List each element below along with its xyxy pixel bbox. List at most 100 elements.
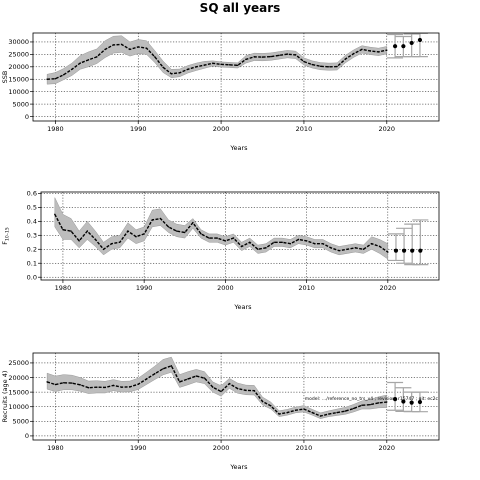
recruits-median-point-3	[71, 382, 73, 384]
f-median-point-8	[119, 241, 121, 243]
f-median-point-19	[208, 237, 210, 239]
f-xlabel: Years	[233, 303, 252, 311]
ssb-median-point-2	[62, 74, 65, 76]
ssb-ytick-label-1: 5000	[12, 100, 29, 108]
recruits-median-point-36	[344, 410, 347, 412]
ssb-median-point-0	[46, 78, 48, 80]
ssb-ytick-label-4: 20000	[8, 63, 29, 71]
f-median-point-2	[70, 230, 72, 232]
ssb-median-point-14	[162, 66, 164, 69]
f-median-point-11	[143, 233, 145, 235]
ssb-median-point-3	[71, 68, 73, 70]
f-ytick-label-2: 0.2	[27, 246, 37, 254]
f-median-point-36	[346, 248, 348, 250]
recruits-median-point-35	[336, 411, 338, 414]
recruits-median-point-13	[154, 373, 156, 375]
ssb-median-point-32	[311, 63, 313, 66]
recruits-median-point-21	[220, 390, 222, 393]
ssb-ytick-label-6: 30000	[8, 38, 29, 46]
recruits-xlabel: Years	[229, 463, 248, 471]
f-xtick-label-2: 2000	[217, 284, 234, 292]
recruits-median-line	[46, 364, 387, 417]
recruits-median-point-12	[145, 378, 148, 380]
recruits-panel: 1980 1990 2000 2010 2020 0 5000 10000 15000 20000…	[1, 352, 440, 471]
f-median-point-5	[94, 238, 97, 241]
f-projection-point-0	[393, 248, 399, 253]
ssb-median-point-36	[344, 58, 347, 60]
f-plot-area	[54, 197, 429, 266]
f-median-point-30	[297, 238, 300, 241]
ssb-median-point-1	[54, 78, 57, 80]
ssb-median-point-24	[245, 58, 247, 61]
f-median-point-13	[159, 217, 162, 220]
ssb-median-point-9	[120, 43, 123, 46]
f-median-point-0	[54, 213, 56, 216]
recruits-median-point-25	[253, 389, 255, 392]
ssb-median-point-25	[253, 56, 255, 58]
f-axes-frame	[40, 191, 440, 281]
ssb-median-point-11	[137, 46, 139, 48]
ssb-median-point-29	[286, 53, 289, 55]
f-median-point-27	[273, 241, 275, 243]
recruits-xtick-label-1: 1990	[130, 444, 147, 452]
ssb-projection-point-0	[392, 44, 398, 49]
recruits-median-point-40	[377, 402, 380, 404]
recruits-median-point-37	[352, 407, 355, 410]
ssb-median-point-40	[377, 51, 380, 53]
recruits-median-point-28	[278, 413, 280, 415]
ssb-ylabel: SSB	[1, 71, 9, 84]
ssb-median-point-17	[187, 68, 189, 70]
fishing-mortality-panel: 1980 1990 2000 2010 2020 0.0 0.1 0.2 0.3 0.4 0.5 0.…	[1, 190, 440, 311]
f-median-point-33	[322, 242, 324, 245]
ssb-ytick-label-3: 15000	[8, 76, 29, 84]
ssb-projection-point-2	[409, 40, 414, 46]
ssb-median-line	[47, 43, 387, 80]
recruits-xtick-label-3: 2010	[296, 444, 313, 452]
ssb-median-point-41	[386, 49, 388, 51]
f-ytick-label-1: 0.1	[27, 260, 37, 268]
f-median-point-23	[240, 245, 243, 248]
recruits-ytick-label-3: 15000	[8, 388, 29, 396]
f-median-point-31	[305, 240, 308, 242]
ssb-xtick-label-4: 2020	[379, 125, 396, 133]
recruits-median-point-19	[203, 377, 206, 379]
recruits-median-point-39	[369, 403, 371, 406]
f-median-point-1	[62, 229, 64, 231]
f-median-point-21	[224, 240, 227, 242]
f-xtick-label-1: 1990	[136, 284, 153, 292]
f-median-point-26	[265, 247, 267, 249]
f-median-point-12	[151, 219, 153, 221]
ssb-median-point-26	[261, 56, 264, 58]
recruits-median-point-10	[129, 386, 131, 388]
ssb-median-point-33	[319, 65, 322, 68]
ssb-median-point-19	[203, 64, 206, 66]
recruits-median-point-18	[195, 375, 197, 377]
recruits-median-point-17	[187, 378, 189, 380]
recruits-median-point-1	[54, 383, 57, 386]
ssb-xtick-label-3: 2010	[296, 125, 313, 133]
ssb-median-point-6	[96, 56, 98, 58]
recruits-median-point-14	[162, 368, 164, 370]
recruits-ytick-label-5: 25000	[8, 359, 29, 367]
recruits-median-point-6	[96, 386, 98, 388]
f-median-point-29	[289, 242, 292, 245]
f-median-point-17	[192, 222, 194, 224]
f-median-point-38	[362, 248, 365, 250]
recruits-median-point-16	[178, 381, 181, 383]
ssb-median-point-39	[369, 50, 371, 52]
f-median-point-41	[387, 251, 389, 253]
recruits-projection-point-0	[392, 397, 398, 402]
f-xtick-label-3: 2010	[298, 284, 315, 292]
ssb-median-point-30	[294, 54, 297, 56]
recruits-median-point-30	[294, 409, 297, 411]
recruits-median-point-29	[286, 411, 289, 414]
ssb-ytick-label-2: 10000	[8, 88, 29, 96]
ssb-median-point-8	[112, 44, 115, 46]
recruits-projection-point-1	[401, 399, 406, 404]
recruits-axes-frame	[32, 352, 440, 441]
f-median-point-32	[314, 242, 316, 245]
ssb-median-point-34	[328, 66, 330, 68]
f-median-point-18	[200, 233, 202, 235]
f-median-point-22	[232, 237, 235, 239]
